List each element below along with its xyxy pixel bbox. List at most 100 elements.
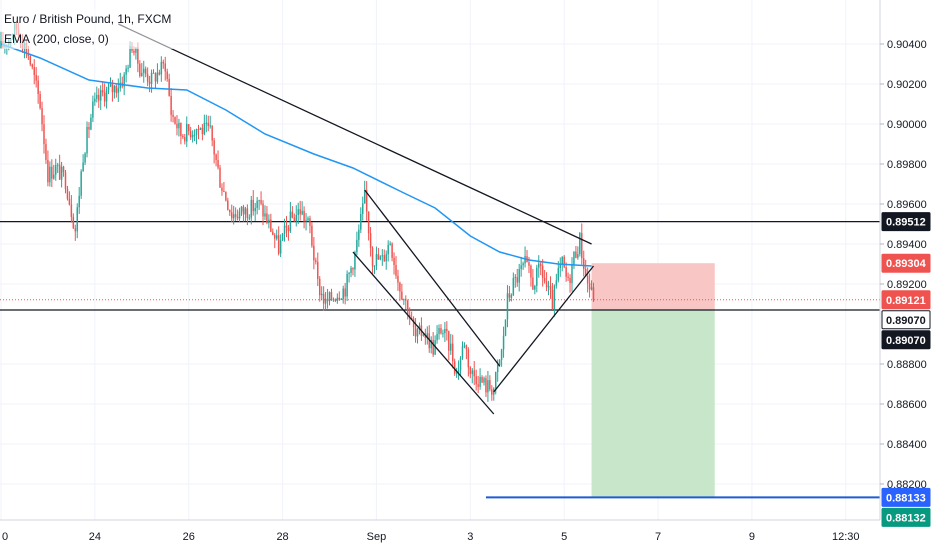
candle: [473, 361, 475, 385]
candle-body: [571, 264, 573, 284]
candle: [277, 226, 280, 256]
candle: [82, 154, 84, 172]
candle: [307, 216, 309, 222]
candle-body: [450, 343, 452, 351]
candle-body: [266, 213, 268, 223]
candle: [573, 251, 575, 269]
candle: [299, 200, 301, 221]
candle-body: [113, 86, 116, 93]
candle: [193, 129, 196, 142]
candle: [56, 162, 59, 173]
candle-body: [412, 318, 415, 328]
candle: [33, 59, 35, 85]
candle-body: [328, 292, 331, 302]
x-tick-label: 28: [276, 531, 288, 543]
candle-body: [563, 256, 565, 268]
candle: [424, 328, 427, 345]
candle: [266, 206, 268, 225]
candle-body: [217, 159, 219, 168]
candle: [440, 324, 442, 335]
candle-body: [579, 232, 581, 255]
candle: [363, 180, 366, 204]
candle: [532, 268, 534, 290]
candle-body: [332, 299, 335, 301]
candle-body: [467, 349, 470, 368]
candle-body: [309, 218, 311, 226]
candle-body: [109, 84, 112, 87]
candle-body: [358, 229, 360, 240]
price-tag-box: [881, 330, 931, 350]
candle: [379, 255, 382, 261]
candle: [270, 213, 272, 233]
candle: [162, 59, 165, 69]
candle: [514, 274, 517, 288]
candle-body: [176, 123, 178, 129]
price-tag: 0.89304: [881, 253, 931, 273]
candle: [461, 341, 464, 360]
candle-body: [322, 293, 325, 304]
candle-body: [414, 327, 417, 337]
candle-body: [139, 63, 141, 77]
y-tick-label: 0.89800: [887, 159, 927, 171]
candle: [86, 121, 88, 158]
candle-body: [405, 299, 407, 301]
candle: [297, 202, 299, 224]
candle: [78, 187, 80, 214]
candle-body: [283, 225, 286, 234]
candle-body: [524, 256, 526, 264]
candle-body: [336, 297, 339, 301]
candle: [66, 185, 69, 201]
candle-body: [242, 206, 245, 215]
candle: [383, 249, 386, 262]
candle-body: [547, 286, 550, 288]
candle-body: [344, 288, 346, 297]
candle: [365, 181, 368, 221]
candle: [142, 60, 145, 83]
candle: [154, 72, 157, 89]
candle: [238, 207, 241, 223]
candle: [184, 133, 186, 145]
candle: [465, 344, 468, 360]
price-tag-label: 0.88133: [886, 492, 926, 504]
candle-body: [150, 72, 153, 84]
candle-body: [258, 200, 260, 202]
candle: [139, 60, 141, 78]
candle: [467, 347, 470, 377]
candle: [584, 259, 587, 277]
chart-title[interactable]: Euro / British Pound, 1h, FXCM: [2, 9, 174, 29]
candle: [158, 69, 161, 76]
candle-body: [35, 75, 37, 81]
candle: [240, 206, 243, 216]
candle-body: [293, 217, 296, 222]
candle: [577, 246, 579, 260]
candle-body: [381, 255, 384, 257]
candle: [219, 164, 221, 188]
candle-body: [295, 214, 298, 222]
candle: [346, 270, 348, 302]
candle: [305, 213, 307, 231]
candle: [567, 272, 569, 282]
candle-body: [320, 293, 323, 296]
candle-body: [371, 247, 374, 267]
indicator-label[interactable]: EMA (200, close, 0): [2, 29, 174, 49]
candle-body: [389, 243, 391, 245]
y-tick-label: 0.88800: [887, 359, 927, 371]
candle: [248, 214, 251, 221]
candle-body: [223, 190, 225, 192]
candle: [367, 211, 370, 241]
candle: [320, 286, 323, 301]
candle-body: [477, 384, 479, 387]
candle: [275, 229, 278, 241]
candle-body: [367, 211, 370, 234]
candle-body: [270, 219, 272, 232]
candle-body: [446, 328, 448, 332]
x-tick-label: 0: [2, 531, 8, 543]
candle: [123, 72, 125, 96]
candle-body: [240, 206, 243, 212]
candle-body: [500, 349, 503, 360]
candle: [301, 201, 303, 216]
candle-body: [281, 233, 284, 241]
candle: [534, 284, 536, 295]
